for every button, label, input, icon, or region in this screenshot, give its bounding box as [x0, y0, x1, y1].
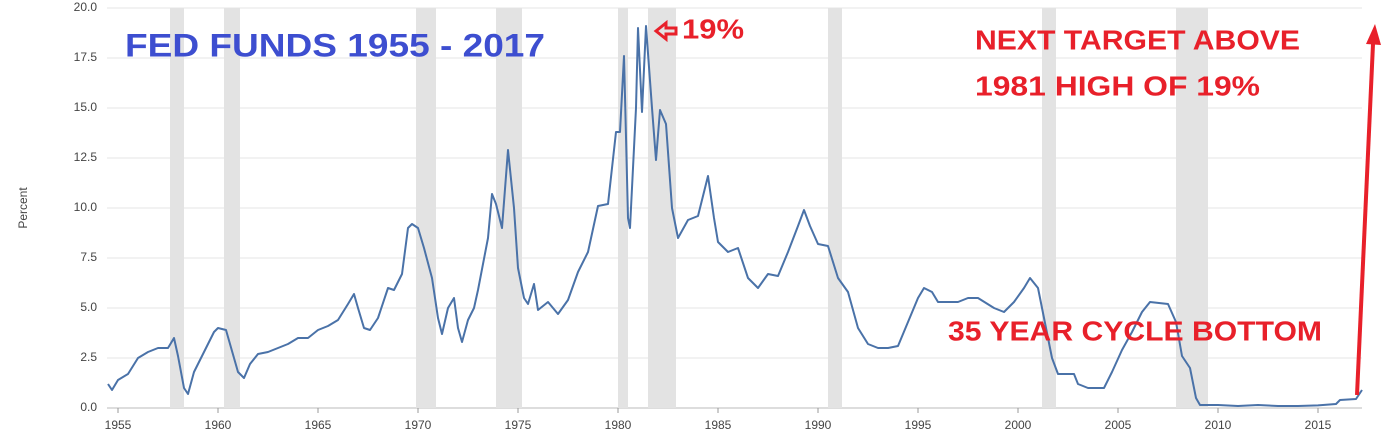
recession-band [618, 8, 628, 408]
pointer-arrow [653, 19, 678, 43]
x-tick-label: 2015 [1305, 418, 1332, 432]
x-tick-label: 1990 [805, 418, 832, 432]
recession-band [1176, 8, 1208, 408]
y-tick-label: 15.0 [74, 100, 98, 114]
recession-band [224, 8, 240, 408]
recessions [170, 8, 1208, 408]
recession-band [416, 8, 436, 408]
x-tick-label: 1960 [205, 418, 232, 432]
annotation: NEXT TARGET ABOVE [975, 24, 1300, 55]
x-tick-label: 1985 [705, 418, 732, 432]
x-tick-label: 1975 [505, 418, 532, 432]
recession-band [1042, 8, 1056, 408]
y-axis-label: Percent [16, 187, 30, 229]
y-tick-label: 7.5 [80, 250, 97, 264]
annotation: 19% [682, 13, 744, 44]
y-tick-label: 17.5 [74, 50, 98, 64]
y-tick-label: 5.0 [80, 300, 97, 314]
x-tick-label: 1970 [405, 418, 432, 432]
x-tick-label: 1965 [305, 418, 332, 432]
annotation: 35 YEAR CYCLE BOTTOM [948, 315, 1322, 346]
series-line [107, 25, 1363, 407]
recession-band [828, 8, 842, 408]
target-arrowhead [1366, 24, 1381, 45]
x-tick-label: 2005 [1105, 418, 1132, 432]
x-tick-label: 1980 [605, 418, 632, 432]
target-arrow [1355, 43, 1375, 396]
recession-band [496, 8, 522, 408]
y-tick-label: 20.0 [74, 0, 98, 14]
y-tick-label: 10.0 [74, 200, 98, 214]
y-tick-label: 2.5 [80, 350, 97, 364]
x-tick-label: 1995 [905, 418, 932, 432]
recession-band [170, 8, 184, 408]
y-tick-label: 12.5 [74, 150, 98, 164]
y-tick-label: 0.0 [80, 400, 97, 414]
annotation: 1981 HIGH OF 19% [975, 70, 1260, 101]
x-tick-label: 2000 [1005, 418, 1032, 432]
lines [107, 25, 1363, 407]
annotations: FED FUNDS 1955 - 2017 19% NEXT TARGET ABOV… [125, 13, 1322, 346]
grid: 0.0 2.5 5.0 7.5 10.0 12.5 15.0 17.5 20.0 1955 1960… [74, 0, 1362, 432]
annotation: FED FUNDS 1955 - 2017 [125, 27, 545, 63]
x-tick-label: 1955 [105, 418, 132, 432]
x-tick-label: 2010 [1205, 418, 1232, 432]
